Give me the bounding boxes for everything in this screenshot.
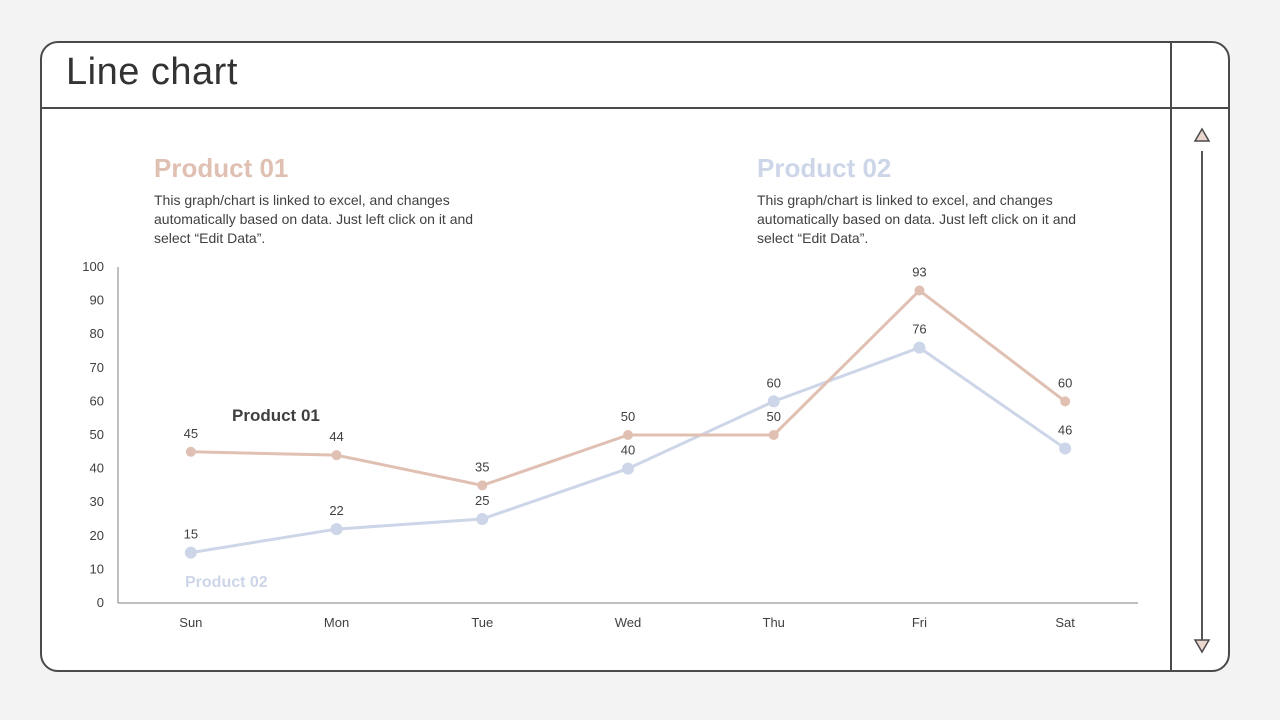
data-point-product-01 (1060, 396, 1071, 407)
data-label-product-02: 40 (621, 443, 635, 458)
slide-frame: Line chart Product 01 This graph/chart i… (40, 41, 1230, 672)
data-label-product-01: 93 (912, 265, 926, 280)
data-label-product-01: 60 (1058, 375, 1072, 390)
data-point-product-02 (476, 513, 489, 525)
data-label-product-02: 76 (912, 322, 926, 337)
product-02-heading: Product 02 (757, 153, 891, 184)
data-label-product-01: 45 (184, 426, 198, 441)
product-01-heading: Product 01 (154, 153, 288, 184)
product-01-heading-word: Product (154, 153, 253, 183)
scroll-up-arrow-icon[interactable] (1193, 127, 1211, 143)
data-label-product-01: 35 (475, 459, 489, 474)
product-02-heading-word: Product (757, 153, 856, 183)
x-tick-label: Wed (615, 615, 642, 630)
scrollbar-track[interactable] (1201, 151, 1203, 649)
data-point-product-01 (185, 446, 196, 457)
x-tick-label: Mon (324, 615, 349, 630)
y-tick-label: 30 (90, 494, 104, 509)
x-tick-label: Tue (471, 615, 493, 630)
series-label-product-02: Product 02 (185, 574, 268, 591)
data-point-product-02 (622, 462, 634, 475)
y-tick-label: 10 (90, 561, 104, 576)
y-tick-label: 50 (90, 427, 104, 442)
y-tick-label: 60 (90, 393, 104, 408)
data-point-product-02 (1059, 442, 1072, 455)
product-01-heading-num: 01 (259, 153, 289, 183)
data-point-product-02 (184, 546, 197, 559)
y-tick-label: 0 (97, 595, 104, 610)
y-tick-label: 70 (90, 360, 104, 375)
side-divider (1170, 43, 1172, 670)
data-point-product-01 (914, 285, 925, 296)
data-label-product-02: 25 (475, 493, 489, 508)
y-tick-label: 80 (90, 326, 104, 341)
product-02-description: This graph/chart is linked to excel, and… (757, 192, 1077, 246)
x-tick-label: Sun (179, 615, 202, 630)
data-label-product-01: 50 (766, 409, 780, 424)
y-tick-label: 100 (82, 259, 104, 274)
y-tick-label: 40 (90, 461, 104, 476)
data-label-product-01: 44 (329, 429, 343, 444)
data-point-product-02 (767, 395, 780, 408)
data-point-product-01 (623, 430, 633, 440)
page-title: Line chart (66, 51, 238, 93)
x-tick-label: Fri (912, 615, 927, 630)
data-point-product-01 (331, 450, 342, 461)
y-tick-label: 90 (90, 293, 104, 308)
data-label-product-02: 46 (1058, 422, 1072, 437)
series-label-product-01: Product 01 (232, 406, 320, 425)
product-02-heading-num: 02 (862, 153, 892, 183)
data-point-product-02 (330, 523, 343, 536)
data-label-product-02: 22 (329, 503, 343, 518)
x-tick-label: Thu (763, 615, 785, 630)
data-label-product-01: 50 (621, 409, 635, 424)
data-label-product-02: 60 (766, 375, 780, 390)
header-divider (42, 107, 1228, 109)
y-tick-label: 20 (90, 528, 104, 543)
data-point-product-01 (477, 480, 488, 491)
data-label-product-02: 15 (184, 527, 198, 542)
x-tick-label: Sat (1055, 615, 1075, 630)
scroll-down-arrow-icon[interactable] (1193, 638, 1211, 654)
product-01-description: This graph/chart is linked to excel, and… (154, 192, 474, 246)
data-point-product-01 (768, 430, 779, 440)
data-point-product-02 (913, 341, 926, 354)
